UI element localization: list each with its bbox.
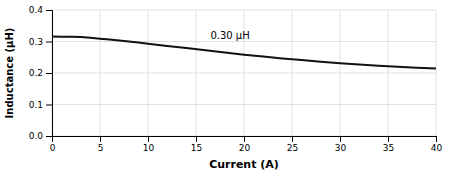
x-tick-label: 35 bbox=[383, 143, 394, 153]
x-tick: 20 bbox=[239, 136, 251, 153]
y-tick-mark bbox=[46, 73, 52, 74]
y-tick-mark bbox=[46, 136, 52, 137]
x-tick-label: 5 bbox=[98, 143, 104, 153]
x-tick-mark bbox=[100, 136, 101, 142]
y-tick-label: 0.1 bbox=[29, 100, 43, 110]
annotation: 0.30 μH bbox=[210, 30, 249, 41]
y-grid-line bbox=[52, 104, 436, 105]
plot-area: 0 5 10 15 20 25 30 35 40 0.0 0.1 0.2 0.3 0.4 0.30 μH bbox=[29, 5, 443, 153]
y-axis-line bbox=[46, 11, 53, 137]
y-grid-line bbox=[52, 10, 436, 11]
x-tick: 15 bbox=[191, 136, 202, 153]
y-grid-line bbox=[52, 73, 436, 74]
y-tick: 0.1 bbox=[29, 100, 52, 110]
y-tick: 0.0 bbox=[29, 131, 52, 141]
marks bbox=[52, 36, 436, 68]
x-tick-label: 0 bbox=[50, 143, 56, 153]
y-tick-mark bbox=[46, 10, 52, 11]
y-tick-label: 0.2 bbox=[29, 68, 43, 78]
x-tick: 35 bbox=[383, 136, 394, 153]
x-tick-mark bbox=[244, 136, 245, 142]
y-tick-label: 0.3 bbox=[29, 37, 43, 47]
y-tick-mark bbox=[46, 42, 52, 43]
x-tick-mark bbox=[196, 136, 197, 142]
x-tick-label: 40 bbox=[431, 143, 443, 153]
y-tick: 0.2 bbox=[29, 68, 52, 78]
chart: 0 5 10 15 20 25 30 35 40 0.0 0.1 0.2 0.3 0.4 0.30 μH Cu… bbox=[0, 0, 450, 172]
x-tick-mark bbox=[436, 136, 437, 142]
y-tick-mark bbox=[46, 105, 52, 106]
x-tick-label: 15 bbox=[191, 143, 202, 153]
grid bbox=[52, 10, 436, 136]
x-tick-label: 25 bbox=[287, 143, 298, 153]
x-tick: 0 bbox=[50, 136, 56, 153]
x-tick: 40 bbox=[431, 136, 443, 153]
x-axis-line bbox=[53, 137, 437, 143]
x-tick: 25 bbox=[287, 136, 298, 153]
x-tick-label: 30 bbox=[335, 143, 347, 153]
x-tick-mark bbox=[340, 136, 341, 142]
x-tick: 5 bbox=[98, 136, 104, 153]
x-tick-mark bbox=[148, 136, 149, 142]
y-axis-title: Inductance (μH) bbox=[4, 28, 15, 119]
data-line bbox=[52, 36, 436, 68]
x-tick-mark bbox=[388, 136, 389, 142]
y-tick: 0.4 bbox=[29, 5, 52, 15]
y-axis: 0.0 0.1 0.2 0.3 0.4 bbox=[29, 5, 53, 141]
x-axis-title: Current (A) bbox=[209, 158, 279, 171]
y-tick-label: 0.4 bbox=[29, 5, 44, 15]
x-tick-mark bbox=[292, 136, 293, 142]
y-tick: 0.3 bbox=[29, 37, 52, 47]
x-tick: 30 bbox=[335, 136, 347, 153]
y-tick-label: 0.0 bbox=[29, 131, 44, 141]
x-tick: 10 bbox=[143, 136, 155, 153]
x-tick-label: 20 bbox=[239, 143, 251, 153]
x-axis: 0 5 10 15 20 25 30 35 40 bbox=[50, 136, 443, 153]
y-grid-line bbox=[52, 41, 436, 42]
x-tick-label: 10 bbox=[143, 143, 155, 153]
